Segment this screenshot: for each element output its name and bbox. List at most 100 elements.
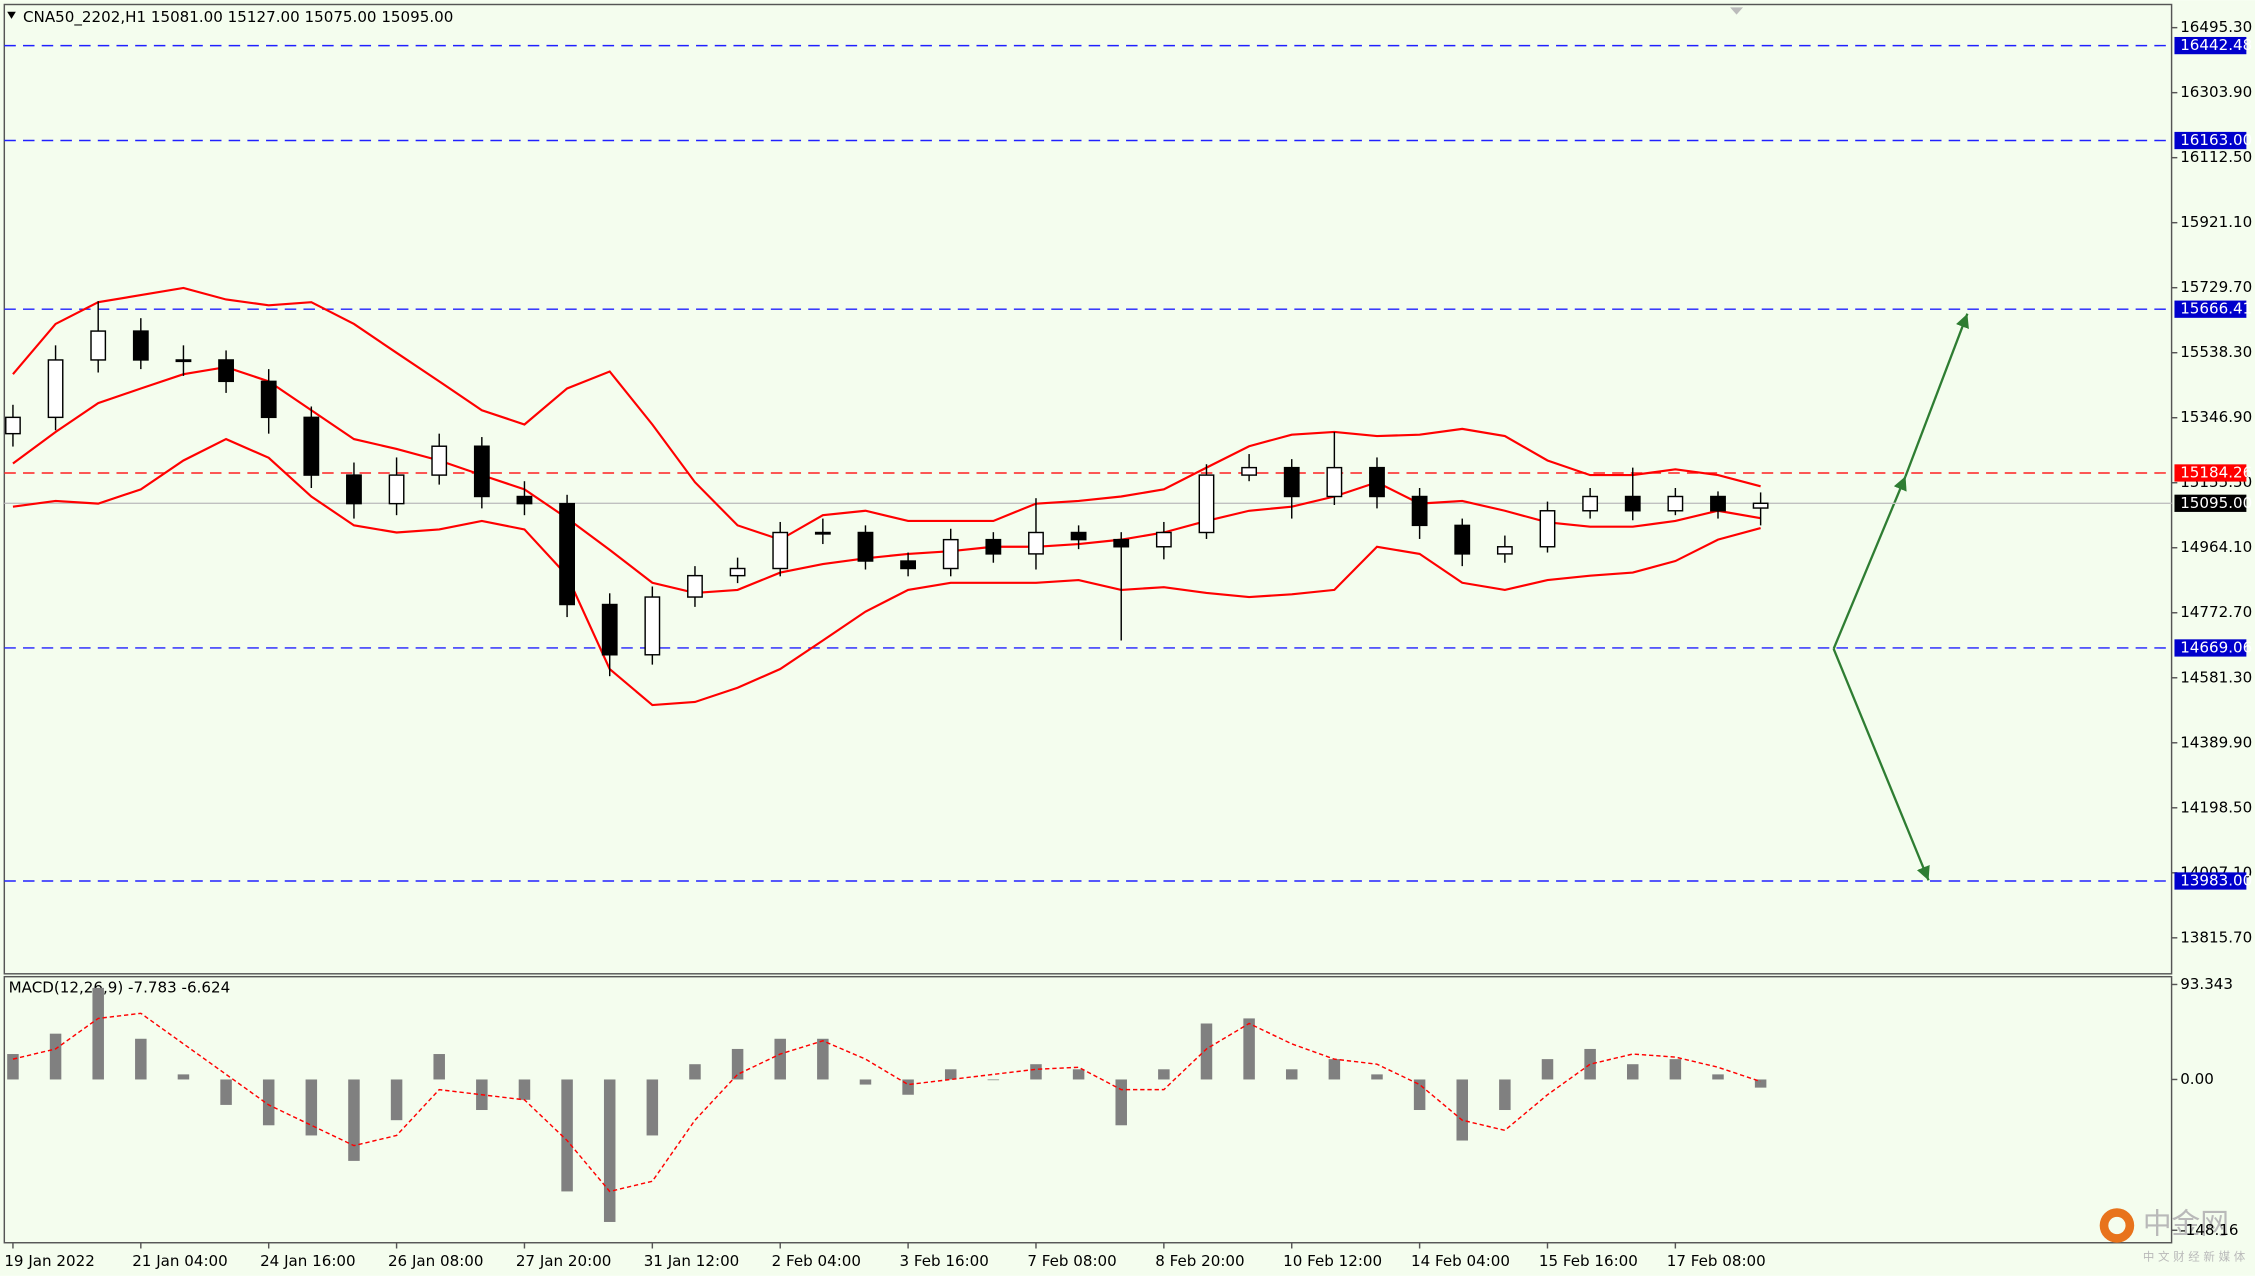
level-box [2174,464,2247,482]
macd-bar [561,1079,573,1192]
projection-arrows [1832,313,1969,881]
level-box [2174,36,2247,55]
level-box [2174,300,2247,318]
macd-bar [1413,1079,1426,1111]
candle-body [1752,502,1769,509]
y-tick-label: 15538.30 [2180,343,2252,361]
candle-body [1624,495,1641,512]
x-tick-label: 2 Feb 04:00 [772,1252,861,1270]
candle-body [1667,495,1684,512]
candle-body [303,416,320,476]
candle-body [1283,466,1300,498]
candle-body [857,531,874,562]
shift-marker [1730,7,1744,15]
chart-title: CNA50_2202,H1 15081.00 15127.00 15075.00… [23,8,453,27]
macd-bar [1712,1074,1724,1080]
y-tick-label: 14964.10 [2180,538,2252,556]
y-tick-label: 14389.90 [2180,733,2252,751]
level-label: 15095.00 [2180,494,2252,512]
macd-bar [1115,1079,1127,1126]
macd-bar [220,1079,232,1105]
candle-body [814,531,831,535]
y-tick-label: 93.343 [2180,975,2233,993]
x-tick-label: 8 Feb 20:00 [1155,1252,1244,1270]
candle-body [431,445,448,476]
candle-body [644,596,661,656]
macd-title: MACD(12,26,9) -7.783 -6.624 [9,979,231,997]
y-tick-label: 15921.10 [2180,213,2252,231]
level-label: 14669.06 [2180,638,2252,656]
macd-bar [518,1079,531,1100]
macd-panel [3,975,2173,1244]
candle-body [132,330,149,361]
macd-bar [390,1079,403,1121]
x-tick-label: 21 Jan 04:00 [132,1252,228,1270]
macd-bar [305,1079,318,1136]
macd-bar [433,1054,445,1080]
candle-body [516,495,533,505]
candle-body [900,560,917,570]
y-tick-label: 15729.70 [2180,278,2252,296]
x-tick-label: 31 Jan 12:00 [644,1252,740,1270]
candle-body [90,330,107,361]
macd-bar [1456,1079,1468,1141]
macd-bar [731,1048,744,1080]
macd-bar [817,1038,829,1080]
candle-body [559,502,575,606]
macd-bar [859,1079,872,1085]
candle-body [687,574,703,598]
y-tick-label: 0.00 [2180,1070,2214,1088]
bollinger-band [12,437,1761,707]
candle-body [985,538,1002,555]
candle-body [175,359,192,363]
candle-body [1411,495,1428,527]
level-label: 15184.26 [2180,463,2252,481]
candle-body [1241,466,1258,476]
y-tick-label: 16495.30 [2180,18,2252,36]
candle-body [1582,495,1599,512]
macd-bar [1371,1074,1383,1080]
macd-bar [348,1079,360,1161]
candle-body [1113,538,1130,548]
price-panel [3,3,2173,975]
macd-bar [1499,1079,1511,1111]
macd-bar [135,1038,147,1080]
macd-bar [1541,1059,1554,1080]
x-tick-label: 7 Feb 08:00 [1027,1252,1116,1270]
x-tick-label: 10 Feb 12:00 [1283,1252,1382,1270]
macd-bar [1584,1048,1596,1080]
candle-body [1539,510,1556,548]
watermark: 中金网 中 文 财 经 新 媒 体 [2099,1206,2246,1264]
x-tick-label: 17 Feb 08:00 [1667,1252,1766,1270]
candle-body [1369,466,1385,498]
macd-bar [1158,1069,1170,1080]
macd-bar [603,1079,616,1222]
candle-body [1454,524,1471,555]
candle-body [1028,531,1044,555]
candle-body [260,380,277,419]
candle-body [5,416,21,435]
candle-body [1496,546,1513,555]
macd-bar [1669,1059,1682,1080]
watermark-name: 中金网 [2143,1206,2229,1240]
candle-body [346,474,362,505]
level-label: 16163.00 [2180,131,2252,149]
macd-bar [92,987,104,1080]
macd-bar [987,1079,1000,1081]
candle-body [1198,474,1215,534]
candle-body [1070,531,1087,541]
y-tick-label: 13815.70 [2180,928,2252,946]
candle-body [218,359,234,383]
candle-body [1326,466,1343,498]
candle-body [1155,531,1172,548]
candle-body [729,567,746,577]
macd-bar [689,1064,701,1080]
x-tick-label: 15 Feb 16:00 [1539,1252,1638,1270]
x-tick-label: 19 Jan 2022 [4,1252,94,1270]
candle-body [47,359,64,419]
menu-arrow[interactable] [7,11,16,19]
x-tick-label: 26 Jan 08:00 [388,1252,484,1270]
level-box [2174,494,2247,512]
